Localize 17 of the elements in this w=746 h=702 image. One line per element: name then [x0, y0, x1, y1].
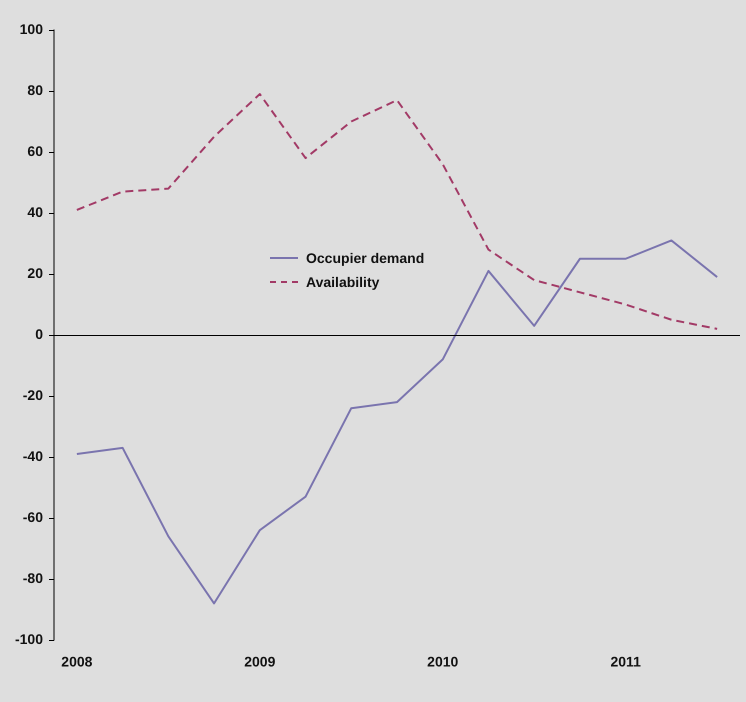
y-tick-label: -20	[22, 386, 44, 403]
x-tick-label: 2008	[61, 653, 93, 670]
x-tick-label: 2009	[244, 653, 276, 670]
legend-label: Occupier demand	[306, 250, 424, 266]
y-tick-label: 80	[27, 82, 44, 98]
y-tick-label: 60	[27, 142, 44, 159]
x-tick-label: 2010	[427, 653, 459, 670]
y-tick-label: 100	[20, 20, 44, 37]
legend-label: Availability	[306, 274, 380, 290]
y-tick-label: 40	[27, 204, 44, 220]
y-tick-label: -60	[22, 508, 44, 525]
y-tick-label: 0	[35, 326, 44, 342]
y-tick-label: 20	[27, 264, 44, 281]
y-tick-label: -40	[22, 448, 44, 464]
y-tick-label: -100	[14, 630, 44, 647]
y-tick-label: -80	[22, 570, 44, 586]
x-tick-label: 2011	[610, 653, 642, 670]
